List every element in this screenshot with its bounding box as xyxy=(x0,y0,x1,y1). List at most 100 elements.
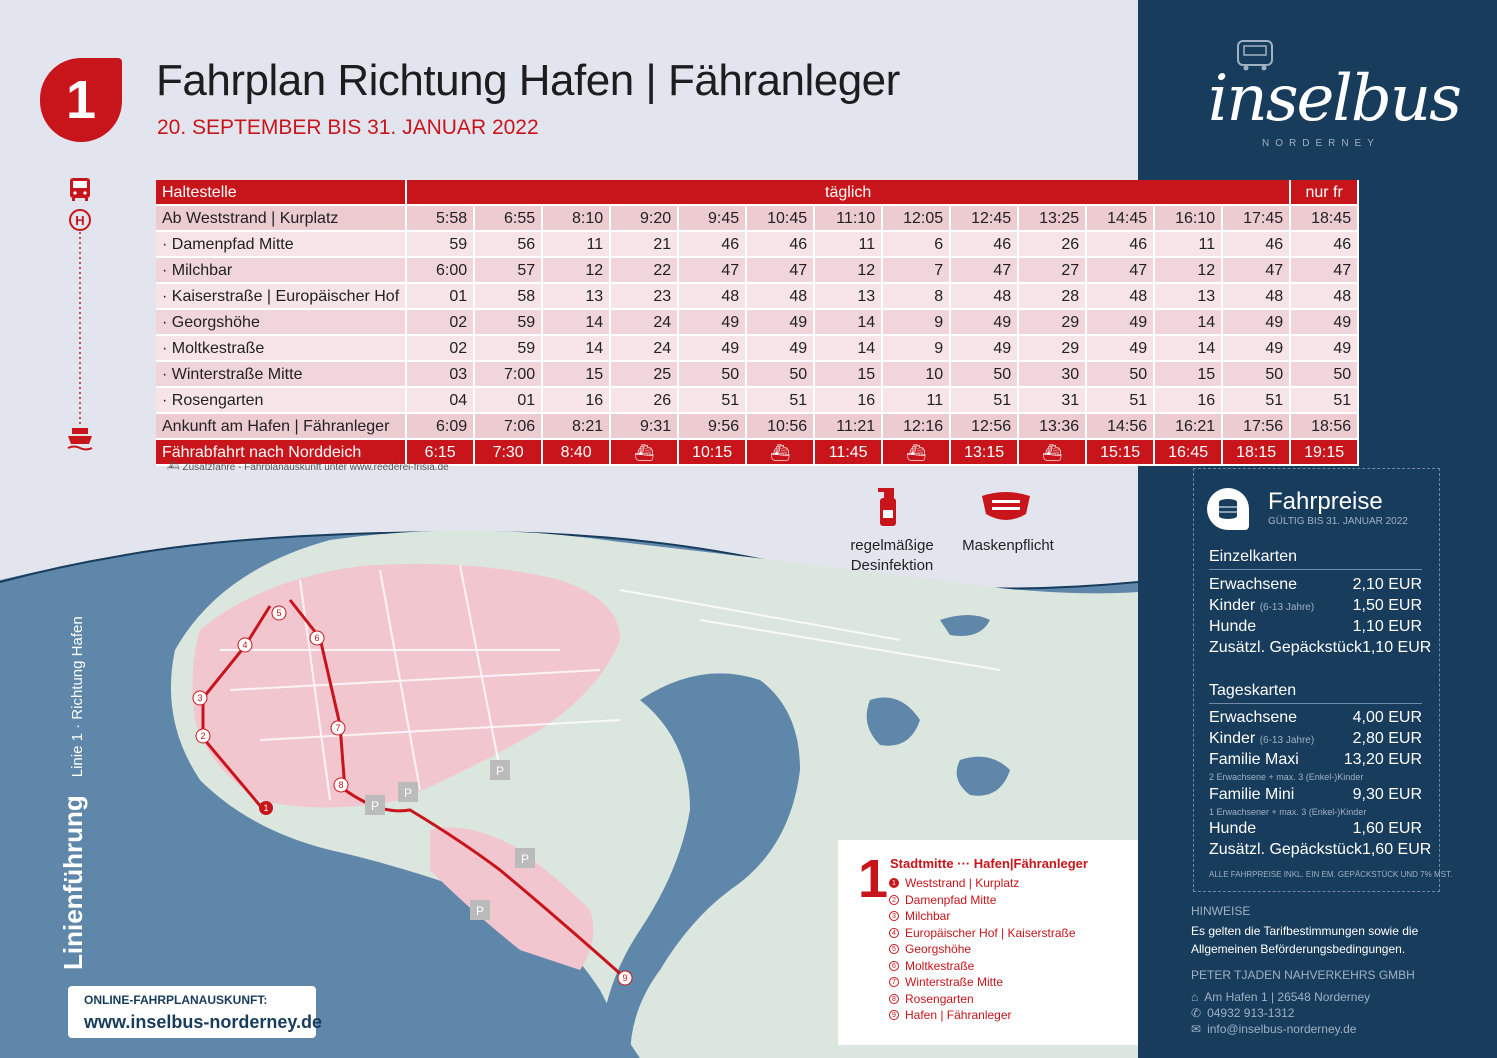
fare-price: 1,10 EUR xyxy=(1352,618,1422,635)
svg-text:9: 9 xyxy=(622,973,627,983)
departure-time: 47 xyxy=(1087,258,1156,284)
departure-time: 49 xyxy=(747,336,816,362)
departure-time: 59 xyxy=(475,336,544,362)
extra-ferry-icon: ⛴ xyxy=(747,440,816,466)
departure-time: 49 xyxy=(1087,310,1156,336)
ferry-row: Fährabfahrt nach Norddeich 6:15 7:30 8:40 ⛴ 1… xyxy=(156,440,1360,466)
departure-time: 14 xyxy=(1155,310,1224,336)
fare-price: 13,20 EUR xyxy=(1343,751,1422,768)
fare-label-text: Zusätzl. Gepäckstück xyxy=(1209,841,1362,858)
fare-price: 1,60 EUR xyxy=(1352,820,1422,837)
departure-time: 47 xyxy=(679,258,748,284)
departure-time: 31 xyxy=(1019,388,1088,414)
departure-time: 49 xyxy=(951,336,1020,362)
stop-column-header: Haltestelle xyxy=(156,180,408,206)
online-info-link[interactable]: www.inselbus-norderney.de xyxy=(84,1012,323,1032)
departure-time: 17:56 xyxy=(1223,414,1292,440)
departure-time: 50 xyxy=(1223,362,1292,388)
departure-time: 46 xyxy=(1223,232,1292,258)
svg-text:7: 7 xyxy=(335,723,340,733)
departure-time: 29 xyxy=(1019,336,1088,362)
departure-time: 47 xyxy=(951,258,1020,284)
fare-label: Erwachsene xyxy=(1209,576,1297,594)
special-column-header: nur fr xyxy=(1291,180,1360,206)
stop-name: Weststrand | Kurplatz xyxy=(905,876,1020,890)
timetable-row: · Damenpfad Mitte 59 56 11 21 46 46 11 6 46 26 46 11… xyxy=(156,232,1360,258)
departure-time: 7:00 xyxy=(475,362,544,388)
departure-time: 51 xyxy=(747,388,816,414)
departure-time: 16:10 xyxy=(1155,206,1224,232)
departure-time: 6 xyxy=(883,232,952,258)
stop-name: Hafen | Fähranleger xyxy=(905,1008,1012,1022)
departure-time: 15 xyxy=(815,362,884,388)
departure-time: 12:05 xyxy=(883,206,952,232)
fare-label-text: Familie Mini xyxy=(1209,786,1295,803)
departure-time: 49 xyxy=(1223,310,1292,336)
route-legend-stop: 1 Weststrand | Kurplatz xyxy=(889,876,1019,890)
departure-time: 14 xyxy=(543,336,612,362)
timetable: Haltestelle täglich nur fr Ab Weststrand | … xyxy=(156,180,1360,466)
departure-time: 13:36 xyxy=(1019,414,1088,440)
departure-time: 14:45 xyxy=(1087,206,1156,232)
timetable-row: · Georgshöhe 02 59 14 24 49 49 14 9 49 29 49 14 49 49 xyxy=(156,310,1360,336)
departure-time: 23 xyxy=(611,284,680,310)
departure-time: 11:21 xyxy=(815,414,884,440)
ferry-time: 13:15 xyxy=(951,440,1020,466)
departure-time: 26 xyxy=(1019,232,1088,258)
departure-time: 46 xyxy=(679,232,748,258)
departure-time: 48 xyxy=(1087,284,1156,310)
fare-label: Kinder (6-13 Jahre) xyxy=(1209,597,1314,615)
extra-ferry-icon: ⛴ xyxy=(883,440,952,466)
fare-label: Zusätzl. Gepäckstück xyxy=(1209,639,1362,657)
departure-time: 47 xyxy=(1291,258,1360,284)
fare-label-text: Erwachsene xyxy=(1209,709,1298,726)
departure-time: 6:00 xyxy=(407,258,476,284)
departure-time: 10:45 xyxy=(747,206,816,232)
fares-footnote: ALLE FAHRPREISE INKL. EIN EM. GEPÄCKSTÜC… xyxy=(1209,870,1453,879)
svg-text:P: P xyxy=(371,799,379,813)
departure-time: 7:06 xyxy=(475,414,544,440)
departure-time: 11 xyxy=(883,388,952,414)
stop-name: Europäischer Hof | Kaiserstraße xyxy=(905,925,1076,940)
fares-validity: GÜLTIG BIS 31. JANUAR 2022 xyxy=(1268,516,1408,527)
departure-time: 48 xyxy=(679,284,748,310)
fare-row: Erwachsene 2,10 EUR xyxy=(1209,576,1422,594)
stop-number-marker: 9 xyxy=(889,1010,899,1020)
stop-name: · Kaiserstraße | Europäischer Hof xyxy=(156,284,408,310)
fare-row: Kinder (6-13 Jahre) 1,50 EUR xyxy=(1209,597,1422,615)
fare-price: 2,10 EUR xyxy=(1352,576,1422,593)
departure-time: 8 xyxy=(883,284,952,310)
departure-time: 50 xyxy=(679,362,748,388)
fare-price: 1,60 EUR xyxy=(1361,841,1432,858)
fare-row: Familie Mini 9,30 EUR xyxy=(1209,786,1422,804)
departure-time: 49 xyxy=(747,310,816,336)
stop-name: Damenpfad Mitte xyxy=(905,892,997,907)
svg-text:1: 1 xyxy=(263,803,268,813)
departure-time: 10 xyxy=(883,362,952,388)
departure-time: 16:21 xyxy=(1155,414,1224,440)
departure-time: 12:45 xyxy=(951,206,1020,232)
departure-time: 59 xyxy=(475,310,544,336)
timetable-row: · Rosengarten 04 01 16 26 51 51 16 11 51 31 51 16 51 5… xyxy=(156,388,1360,414)
departure-time: 48 xyxy=(747,284,816,310)
departure-time: 49 xyxy=(1087,336,1156,362)
departure-time: 22 xyxy=(611,258,680,284)
fare-label-text: Kinder xyxy=(1209,730,1256,747)
phone-icon: ✆ xyxy=(1191,1006,1202,1020)
mask-icon xyxy=(982,492,1030,520)
stop-name: Georgshöhe xyxy=(905,942,972,956)
route-legend-stop: 5 Georgshöhe xyxy=(889,942,971,956)
stop-name: · Rosengarten xyxy=(156,388,408,414)
timetable-row: · Winterstraße Mitte 03 7:00 15 25 50 50 15 10 50… xyxy=(156,362,1360,388)
departure-time: 11 xyxy=(815,232,884,258)
extra-ferry-icon: ⛴ xyxy=(1019,440,1088,466)
phone-line: ✆ 04932 913-1312 xyxy=(1191,1006,1295,1020)
departure-time: 51 xyxy=(1087,388,1156,414)
fare-label: Familie Mini xyxy=(1209,786,1294,804)
departure-time: 10:56 xyxy=(747,414,816,440)
extra-ferry-icon: ⛴ xyxy=(167,462,180,473)
hygiene-notices: regelmäßige Desinfektion Maskenpflicht xyxy=(840,480,1070,580)
fare-price: 1,10 EUR xyxy=(1361,639,1432,656)
departure-time: 14 xyxy=(815,310,884,336)
stop-name: · Milchbar xyxy=(156,258,408,284)
